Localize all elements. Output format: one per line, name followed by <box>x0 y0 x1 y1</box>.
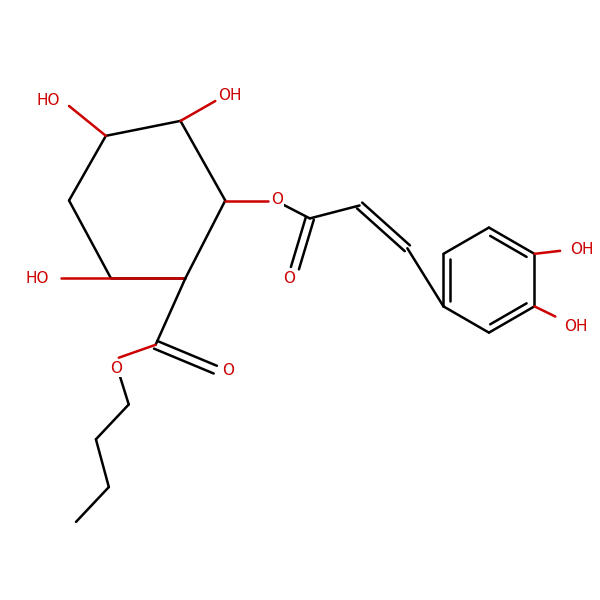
Text: HO: HO <box>37 92 60 107</box>
Text: O: O <box>283 271 295 286</box>
Text: O: O <box>223 364 235 379</box>
Text: O: O <box>271 192 283 207</box>
Text: OH: OH <box>218 88 242 103</box>
Text: HO: HO <box>26 271 49 286</box>
Text: OH: OH <box>564 319 588 334</box>
Text: O: O <box>110 361 122 376</box>
Text: OH: OH <box>570 242 594 257</box>
